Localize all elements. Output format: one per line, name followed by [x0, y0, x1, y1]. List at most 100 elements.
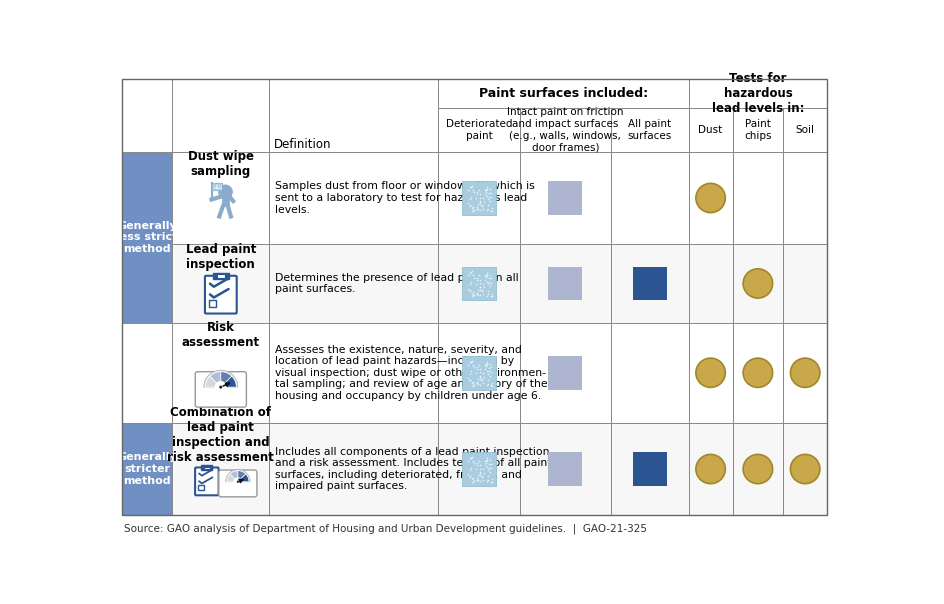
- Bar: [438, 108, 519, 152]
- Bar: [438, 423, 519, 515]
- FancyBboxPatch shape: [195, 371, 246, 407]
- Bar: [548, 452, 582, 486]
- Circle shape: [219, 385, 222, 388]
- Bar: [688, 244, 732, 323]
- Bar: [172, 244, 269, 323]
- Bar: [611, 244, 688, 323]
- Bar: [462, 181, 496, 215]
- Bar: [519, 108, 611, 152]
- Circle shape: [695, 358, 725, 387]
- Bar: [438, 152, 519, 244]
- Text: Generally
stricter
method: Generally stricter method: [117, 452, 177, 486]
- Text: Paint
chips: Paint chips: [743, 119, 771, 141]
- Circle shape: [695, 184, 725, 213]
- Bar: [732, 108, 783, 152]
- Bar: [732, 152, 783, 244]
- Bar: [172, 152, 269, 244]
- Circle shape: [695, 454, 725, 484]
- Text: Includes all components of a lead paint inspection
and a risk assessment. Includ: Includes all components of a lead paint …: [275, 446, 550, 492]
- Bar: [438, 323, 519, 423]
- Bar: [462, 452, 496, 486]
- Bar: [732, 423, 783, 515]
- Text: Tests for
hazardous
lead levels in:: Tests for hazardous lead levels in:: [711, 72, 803, 115]
- FancyBboxPatch shape: [194, 467, 218, 495]
- Wedge shape: [205, 376, 221, 387]
- Wedge shape: [238, 471, 245, 482]
- Bar: [269, 79, 438, 152]
- Text: Soil: Soil: [795, 125, 814, 135]
- Text: Combination of
lead paint
inspection and
risk assessment: Combination of lead paint inspection and…: [167, 406, 274, 464]
- Bar: [122, 79, 172, 152]
- Bar: [122, 323, 172, 423]
- Wedge shape: [221, 376, 236, 387]
- Text: Definition: Definition: [274, 138, 331, 150]
- FancyBboxPatch shape: [205, 276, 236, 313]
- Bar: [688, 323, 732, 423]
- Circle shape: [789, 454, 819, 484]
- Bar: [548, 266, 582, 300]
- Text: Lead paint
inspection: Lead paint inspection: [185, 243, 256, 271]
- Circle shape: [742, 358, 772, 387]
- Bar: [632, 452, 666, 486]
- Bar: [688, 423, 732, 515]
- Bar: [438, 244, 519, 323]
- Text: Dust: Dust: [698, 125, 722, 135]
- Bar: [269, 423, 438, 515]
- Bar: [217, 274, 225, 278]
- Bar: [269, 244, 438, 323]
- Bar: [611, 323, 688, 423]
- Circle shape: [742, 454, 772, 484]
- Bar: [519, 323, 611, 423]
- Circle shape: [789, 358, 819, 387]
- Bar: [632, 266, 666, 300]
- Text: Determines the presence of lead paint on all
paint surfaces.: Determines the presence of lead paint on…: [275, 272, 517, 294]
- Bar: [688, 79, 826, 108]
- Bar: [611, 108, 688, 152]
- Circle shape: [233, 477, 242, 486]
- Text: Risk
assessment: Risk assessment: [181, 321, 260, 349]
- Text: Intact paint on friction
and impact surfaces
(e.g., walls, windows,
door frames): Intact paint on friction and impact surf…: [507, 108, 623, 152]
- Text: Paint surfaces included:: Paint surfaces included:: [479, 87, 648, 100]
- Wedge shape: [226, 469, 250, 482]
- Bar: [783, 108, 826, 152]
- Wedge shape: [204, 370, 238, 387]
- Text: Deteriorated
paint: Deteriorated paint: [446, 119, 512, 141]
- Bar: [783, 423, 826, 515]
- Bar: [209, 300, 216, 307]
- Bar: [519, 423, 611, 515]
- Circle shape: [237, 481, 239, 483]
- FancyBboxPatch shape: [219, 470, 257, 497]
- Bar: [783, 323, 826, 423]
- Wedge shape: [227, 474, 238, 482]
- Bar: [221, 193, 229, 206]
- Bar: [732, 244, 783, 323]
- Bar: [548, 181, 582, 215]
- Bar: [211, 182, 222, 190]
- Bar: [519, 152, 611, 244]
- Bar: [688, 152, 732, 244]
- Bar: [201, 466, 212, 470]
- Bar: [519, 244, 611, 323]
- Wedge shape: [229, 471, 238, 482]
- Bar: [122, 152, 172, 323]
- Bar: [122, 423, 172, 515]
- Circle shape: [214, 381, 227, 393]
- Wedge shape: [238, 474, 249, 482]
- Bar: [462, 266, 496, 300]
- Wedge shape: [221, 371, 231, 387]
- Bar: [732, 323, 783, 423]
- Bar: [462, 356, 496, 390]
- Text: Samples dust from floor or window sill, which is
sent to a laboratory to test fo: Samples dust from floor or window sill, …: [275, 181, 534, 214]
- Bar: [172, 423, 269, 515]
- Bar: [172, 323, 269, 423]
- Bar: [122, 79, 826, 152]
- Wedge shape: [210, 371, 221, 387]
- Circle shape: [742, 269, 772, 298]
- Bar: [269, 323, 438, 423]
- Bar: [783, 244, 826, 323]
- Bar: [548, 356, 582, 390]
- Bar: [438, 79, 688, 108]
- Text: All paint
surfaces: All paint surfaces: [627, 119, 671, 141]
- Text: Generally
less strict
method: Generally less strict method: [116, 220, 177, 254]
- Text: Dust wipe
sampling: Dust wipe sampling: [188, 150, 254, 178]
